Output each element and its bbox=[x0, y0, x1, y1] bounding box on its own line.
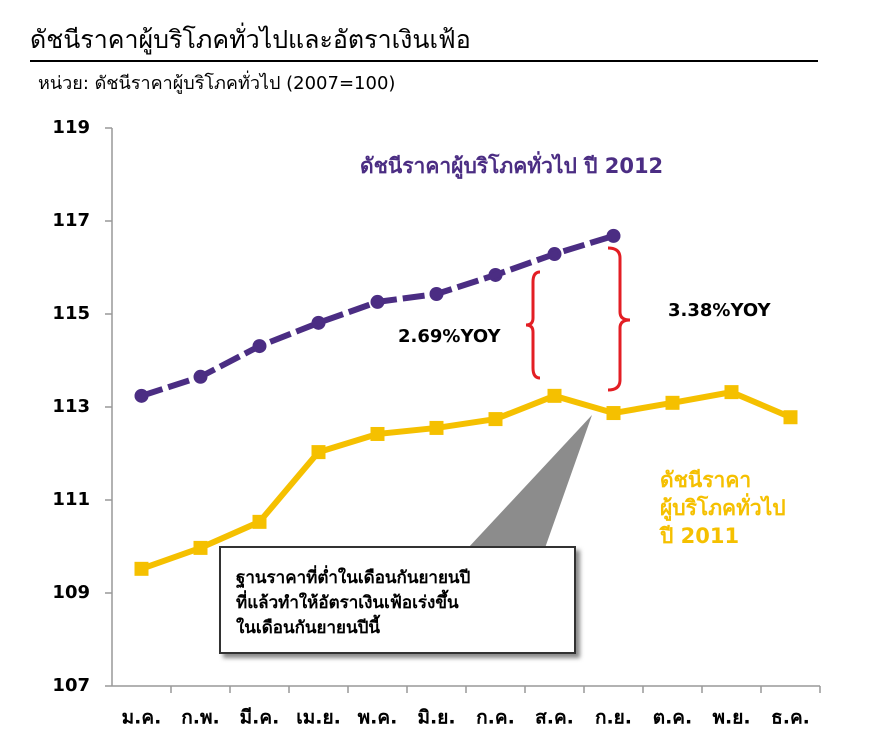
x-tick-label: พ.ย. bbox=[712, 707, 750, 729]
bracket bbox=[607, 246, 631, 392]
callout-box bbox=[219, 546, 576, 654]
x-tick-label: ก.พ. bbox=[181, 707, 219, 729]
x-tick-label: มิ.ย. bbox=[417, 707, 455, 729]
annotation: 2.69%YOY bbox=[398, 326, 501, 347]
x-tick-label: ก.ย. bbox=[595, 707, 632, 729]
y-tick-label: 111 bbox=[52, 489, 90, 510]
x-tick-label: ก.ค. bbox=[476, 707, 515, 729]
chart-subtitle: หน่วย: ดัชนีราคาผู้บริโภคทั่วไป (2007=10… bbox=[38, 73, 396, 94]
y-tick-label: 113 bbox=[52, 396, 90, 417]
series-line bbox=[140, 233, 615, 399]
chart-title: ดัชนีราคาผู้บริโภคทั่วไปและอัตราเงินเฟ้อ bbox=[30, 25, 471, 54]
y-tick-label: 117 bbox=[52, 210, 90, 231]
y-tick-label: 109 bbox=[52, 582, 90, 603]
y-tick-label: 119 bbox=[52, 117, 90, 138]
x-tick-label: ธ.ค. bbox=[771, 707, 810, 729]
series-label: ดัชนีราคาผู้บริโภคทั่วไป ปี 2012 bbox=[360, 154, 664, 178]
x-tick-label: ส.ค. bbox=[535, 707, 574, 729]
y-tick-label: 107 bbox=[52, 675, 90, 696]
bracket bbox=[525, 270, 541, 380]
x-tick-label: พ.ค. bbox=[358, 707, 398, 729]
callout-text: ฐานราคาที่ต่ำในเดือนกันยายนปี ที่แล้วทำใ… bbox=[236, 568, 471, 638]
series-line bbox=[140, 389, 792, 572]
callout-pointer bbox=[468, 415, 592, 548]
series-label: ดัชนีราคา ผู้บริโภคทั่วไป ปี 2011 bbox=[660, 468, 786, 548]
x-tick-label: มี.ค. bbox=[240, 707, 280, 729]
x-tick-label: เม.ย. bbox=[296, 707, 341, 729]
x-tick-label: ม.ค. bbox=[122, 707, 162, 729]
annotation: 3.38%YOY bbox=[668, 300, 771, 321]
x-tick-label: ต.ค. bbox=[653, 707, 692, 729]
title-rule bbox=[30, 60, 818, 62]
y-tick-label: 115 bbox=[52, 303, 90, 324]
